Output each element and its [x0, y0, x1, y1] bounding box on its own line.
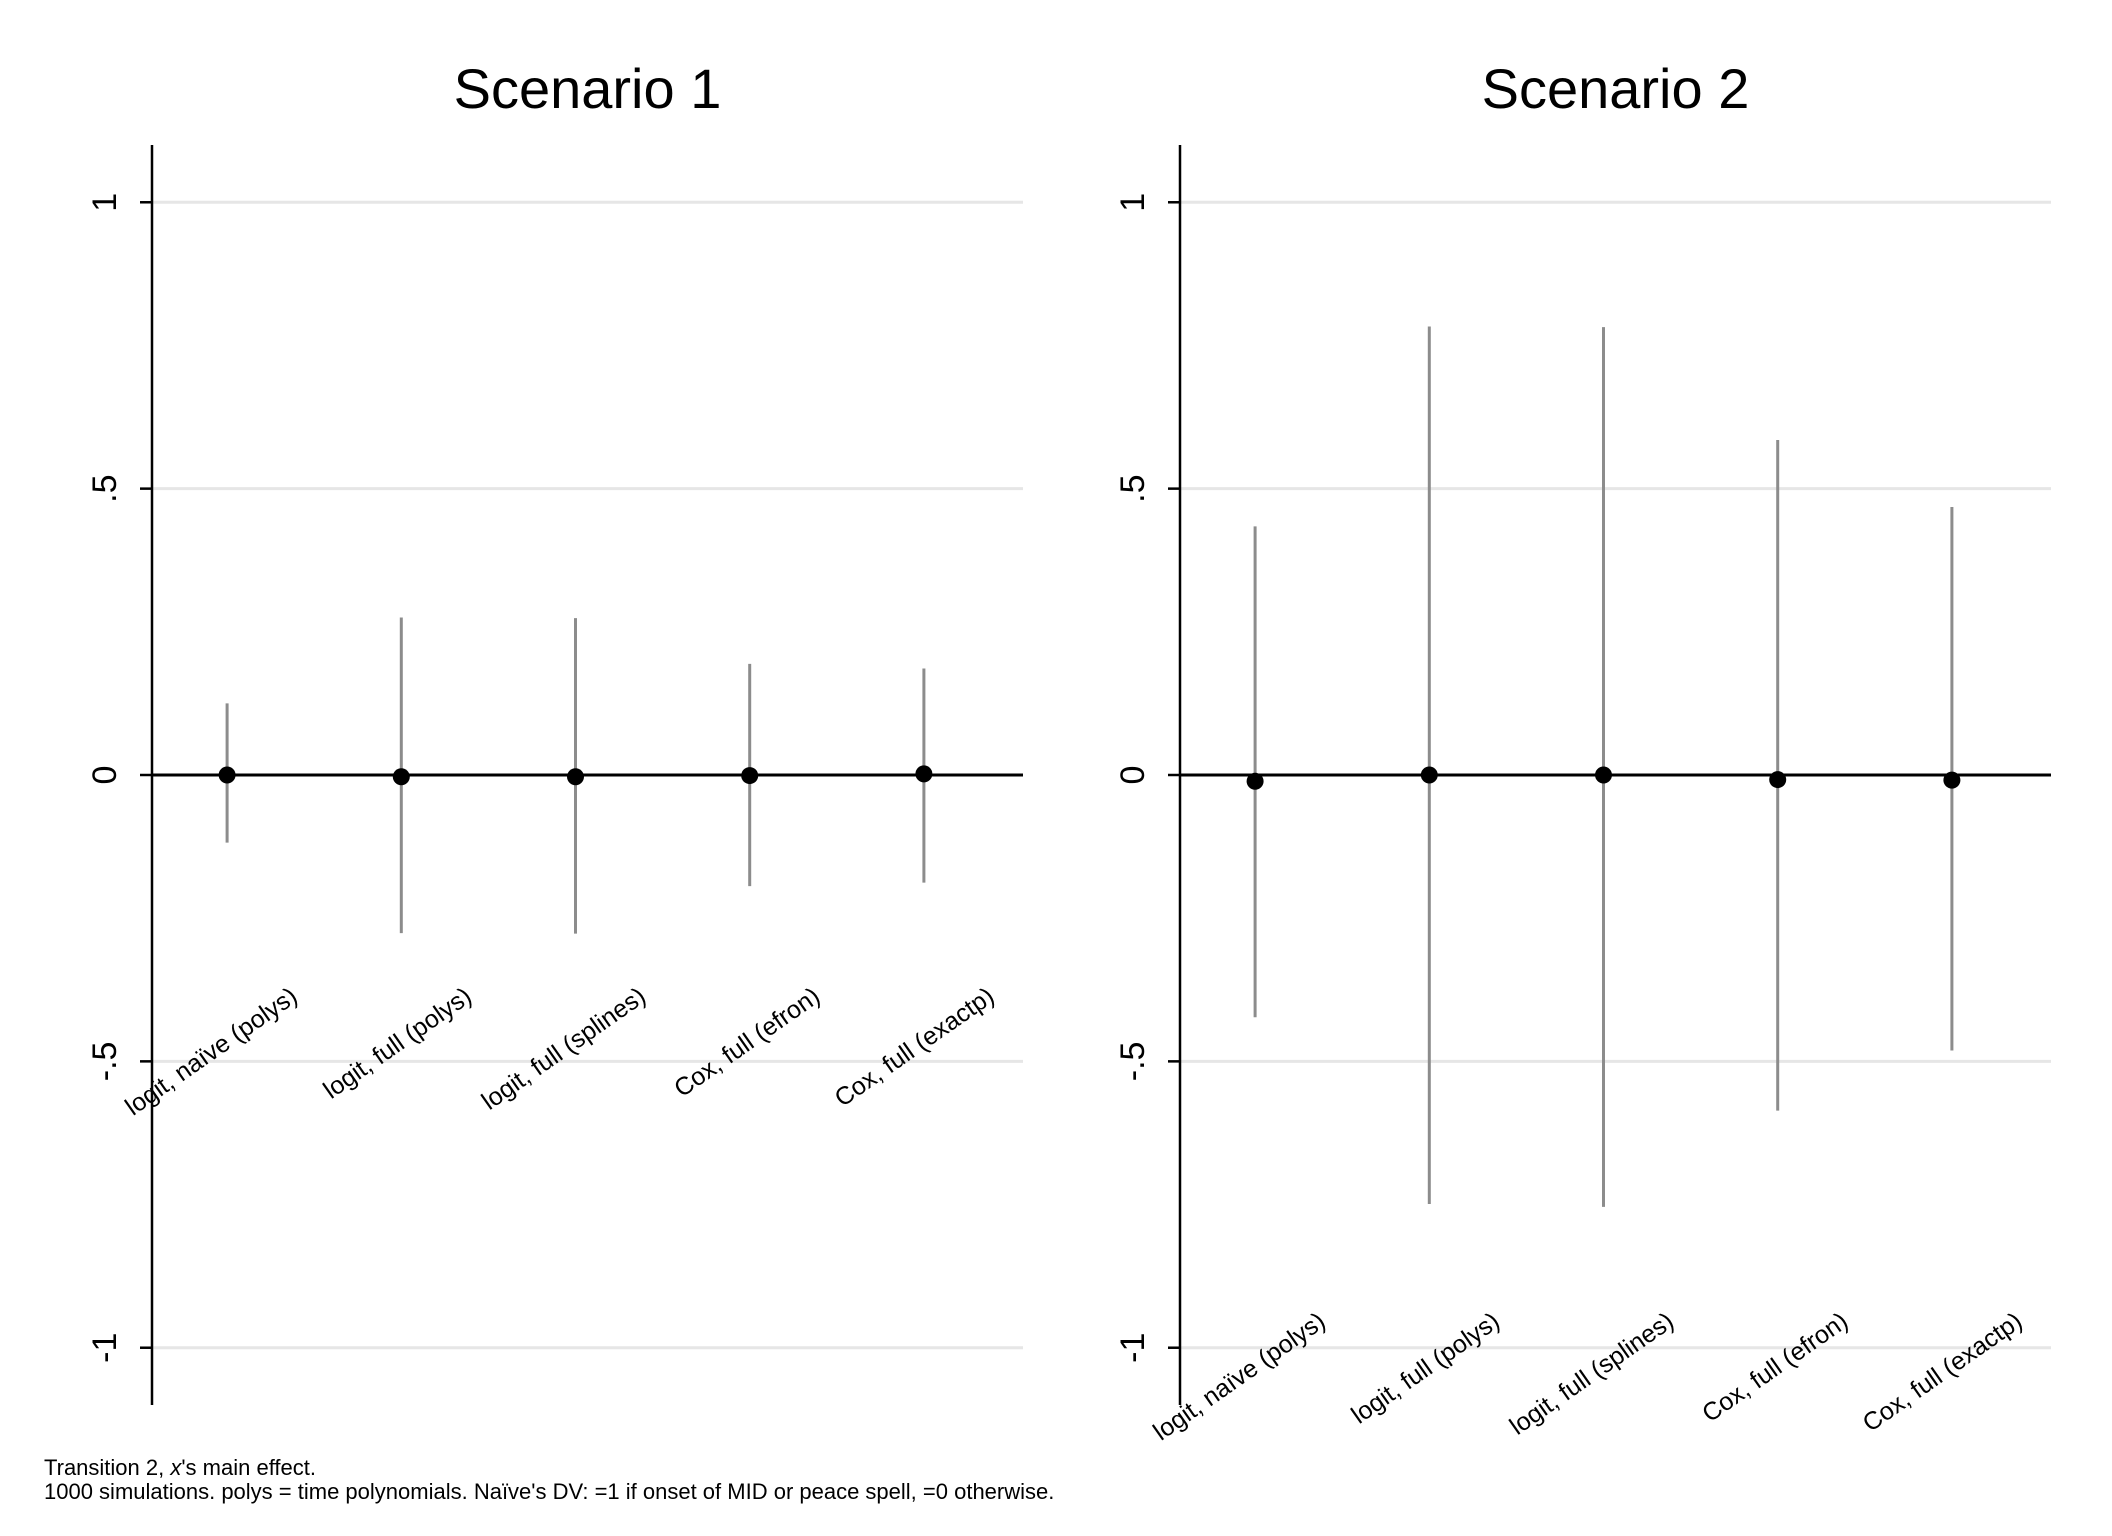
y-tick-label: .5	[1114, 474, 1152, 502]
point-estimate	[567, 768, 584, 786]
point-estimate	[915, 765, 933, 783]
note-line-1-variable: x	[170, 1455, 182, 1480]
category-label: logit, full (splines)	[1505, 1307, 1679, 1441]
category-label: logit, full (polys)	[1346, 1307, 1504, 1430]
point-estimate	[218, 766, 236, 784]
y-tick-label: -.5	[86, 1042, 124, 1082]
point-estimate	[1769, 771, 1787, 789]
category-label: Cox, full (exactp)	[1858, 1307, 2028, 1438]
y-tick-label: -1	[86, 1333, 124, 1363]
category-label: Cox, full (efron)	[669, 982, 825, 1103]
point-estimate	[1595, 766, 1612, 784]
note-line-1-suffix: 's main effect.	[181, 1455, 316, 1480]
panel-title: Scenario 2	[1482, 57, 1750, 120]
figure-notes: Transition 2, x's main effect. 1000 simu…	[44, 1456, 1054, 1504]
category-label: Cox, full (exactp)	[830, 982, 1000, 1113]
category-label: logit, naïve (polys)	[1148, 1307, 1330, 1446]
point-estimate	[1246, 772, 1264, 790]
note-line-1-prefix: Transition 2,	[44, 1455, 171, 1480]
note-line-1: Transition 2, x's main effect.	[44, 1456, 1054, 1480]
category-label: Cox, full (efron)	[1697, 1307, 1853, 1428]
panel-title: Scenario 1	[454, 57, 722, 120]
note-line-2: 1000 simulations. polys = time polynomia…	[44, 1479, 1055, 1504]
category-label: logit, naïve (polys)	[120, 982, 302, 1121]
category-label: logit, full (polys)	[318, 982, 476, 1105]
y-tick-label: 0	[1114, 766, 1152, 785]
y-tick-label: 1	[86, 193, 124, 212]
y-tick-label: 1	[1114, 193, 1152, 212]
y-tick-label: -.5	[1114, 1042, 1152, 1082]
point-estimate	[741, 767, 759, 785]
point-estimate	[1420, 766, 1438, 784]
y-tick-label: .5	[86, 474, 124, 502]
category-label: logit, full (splines)	[477, 982, 651, 1116]
point-estimate	[1943, 771, 1961, 789]
point-estimate	[392, 768, 410, 786]
y-tick-label: 0	[86, 766, 124, 785]
y-tick-label: -1	[1114, 1333, 1152, 1363]
